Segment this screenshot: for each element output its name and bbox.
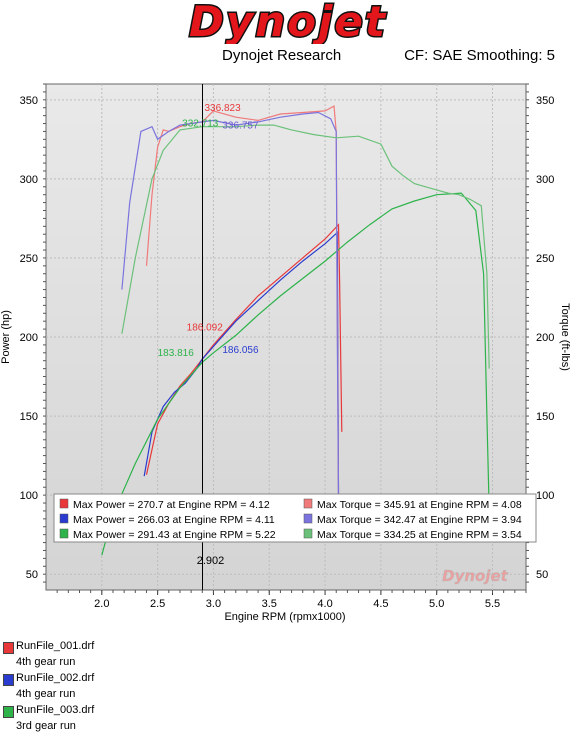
cursor-value-label: 336.823 (205, 103, 242, 114)
logo-text: Dynojet (189, 0, 387, 44)
x-tick-label: 2.5 (150, 598, 165, 610)
y-tick-label-right: 50 (536, 569, 548, 581)
x-tick-label: 3.0 (206, 598, 221, 610)
run-file-entry[interactable]: RunFile_002.drf (0, 672, 571, 688)
cursor-value-label: 332.713 (182, 119, 219, 130)
y-tick-label-left: 250 (20, 253, 38, 265)
run-file-list: RunFile_001.drf 4th gear run RunFile_002.d… (0, 640, 571, 736)
legend-entry: Max Torque = 345.91 at Engine RPM = 4.08 (317, 499, 522, 511)
series-line-2 (143, 231, 340, 496)
x-tick-label: 5.5 (485, 598, 500, 610)
legend-entry: Max Torque = 342.47 at Engine RPM = 3.94 (317, 514, 522, 526)
x-tick-label: 3.5 (262, 598, 277, 610)
run-file-color-swatch (3, 706, 14, 718)
cursor-value-label: 186.056 (222, 345, 259, 356)
correction-factor-info: CF: SAE Smoothing: 5 (404, 47, 555, 64)
y-tick-label-left: 200 (20, 332, 38, 344)
series-line-6 (121, 124, 490, 369)
x-tick-label: 5.0 (429, 598, 444, 610)
y-tick-label-right: 150 (536, 411, 554, 423)
series-line-3 (101, 192, 490, 556)
legend-swatch (59, 498, 69, 509)
dyno-chart: 2.902 336.823 332.713 336.757 186.092 183.81… (0, 83, 571, 623)
run-file-name: RunFile_001.drf (16, 640, 95, 652)
run-file-color-swatch (3, 674, 14, 686)
y-tick-label-right: 200 (536, 332, 554, 344)
run-file-name: RunFile_002.drf (16, 672, 95, 684)
y-tick-label-left: 100 (20, 490, 38, 502)
y-tick-label-left: 300 (20, 174, 38, 186)
run-file-entry[interactable]: RunFile_001.drf (0, 640, 571, 656)
y-tick-label-right: 100 (536, 490, 554, 502)
y-tick-label-right: 300 (536, 174, 554, 186)
legend-swatch (303, 498, 313, 509)
legend-entry: Max Torque = 334.25 at Engine RPM = 3.54 (317, 529, 522, 541)
legend-entry: Max Power = 291.43 at Engine RPM = 5.22 (73, 529, 276, 541)
y-tick-label-right: 350 (536, 95, 554, 107)
run-file-description: 4th gear run (16, 656, 76, 668)
run-file-color-swatch (3, 642, 14, 654)
legend-swatch (303, 513, 313, 524)
y-axis-label-right: Torque (ft-lbs) (559, 303, 571, 371)
run-file-description: 4th gear run (16, 688, 76, 700)
watermark: Dynojet (442, 567, 509, 585)
legend-swatch (59, 528, 69, 539)
x-axis-label: Engine RPM (rpmx1000) (224, 611, 345, 623)
y-tick-label-right: 250 (536, 253, 554, 265)
series-line-4 (145, 105, 340, 496)
legend-entry: Max Power = 266.03 at Engine RPM = 4.11 (73, 514, 275, 526)
cursor-value-label: 336.757 (222, 120, 259, 131)
cursor-value-label: 186.092 (187, 323, 224, 334)
dynojet-logo: Dynojet (0, 0, 571, 48)
report-subtitle: Dynojet Research (222, 47, 342, 64)
legend-swatch (59, 513, 69, 524)
cursor-value-label: 183.816 (158, 348, 195, 359)
series-line-5 (121, 111, 340, 496)
x-tick-label: 2.0 (94, 598, 109, 610)
legend-box (53, 493, 537, 543)
y-tick-label-left: 150 (20, 411, 38, 423)
legend-swatch (303, 528, 313, 539)
run-file-entry[interactable]: RunFile_003.drf (0, 704, 571, 720)
y-tick-label-left: 350 (20, 95, 38, 107)
cursor-rpm-label: 2.902 (197, 555, 225, 567)
y-tick-label-left: 50 (26, 569, 38, 581)
x-tick-label: 4.5 (373, 598, 388, 610)
y-axis-label-left: Power (hp) (0, 310, 12, 364)
run-file-name: RunFile_003.drf (16, 704, 95, 716)
x-tick-label: 4.0 (317, 598, 332, 610)
legend-entry: Max Power = 270.7 at Engine RPM = 4.12 (73, 499, 270, 511)
run-file-description: 3rd gear run (16, 720, 76, 732)
